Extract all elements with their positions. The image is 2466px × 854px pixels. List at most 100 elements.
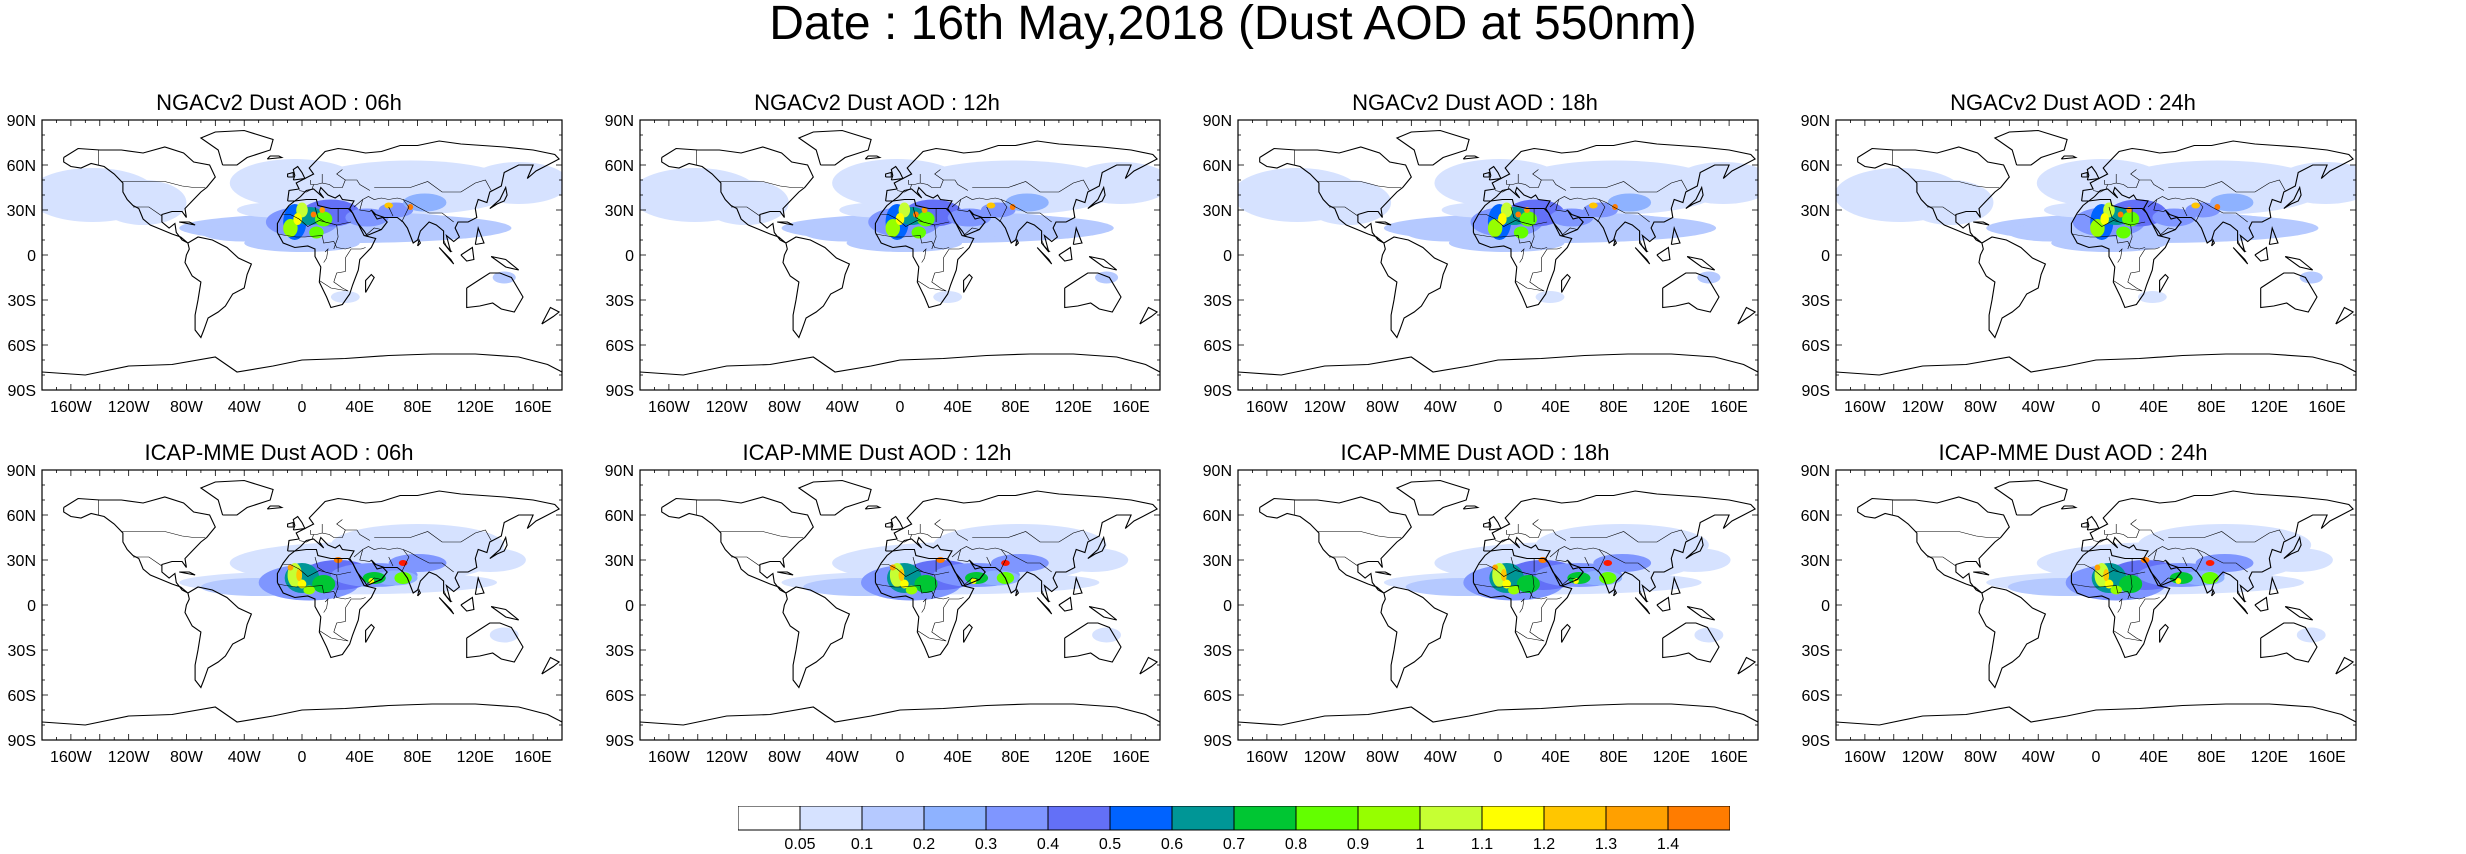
coastline	[2335, 306, 2355, 325]
country-border	[2115, 519, 2140, 538]
dust-aod-region	[2051, 234, 2167, 252]
country-border	[2117, 248, 2123, 263]
latitude-label: 60N	[1801, 158, 1830, 175]
country-border	[2237, 239, 2247, 253]
longitude-label: 160W	[50, 749, 93, 766]
coastline	[2268, 225, 2279, 246]
coastline	[1993, 479, 2068, 516]
longitude-label: 0	[1494, 399, 1503, 416]
coastline	[1737, 306, 1757, 325]
coastline	[2254, 246, 2269, 262]
latitude-label: 90N	[605, 463, 634, 480]
dust-aod-region	[965, 572, 989, 584]
coastline	[890, 165, 904, 181]
longitude-label: 160E	[2308, 399, 2345, 416]
coastline	[1139, 656, 1159, 675]
coastline	[1973, 571, 1990, 576]
dust-aod-region	[2117, 211, 2124, 218]
dust-aod-region	[2122, 211, 2140, 227]
coastline	[489, 185, 508, 209]
colorbar-swatch	[1233, 806, 1297, 831]
latitude-label: 30S	[1204, 643, 1232, 660]
country-border	[2093, 184, 2108, 193]
coastline	[1036, 597, 1053, 615]
coastline	[1462, 505, 1480, 510]
colorbar-label: 0.7	[1223, 836, 1245, 850]
longitude-label: 160W	[1246, 399, 1289, 416]
coastline	[438, 597, 455, 615]
dust-aod-region	[2205, 560, 2215, 566]
country-border	[2117, 598, 2123, 613]
latitude-label: 30N	[605, 203, 634, 220]
country-border	[1515, 258, 1545, 292]
dust-aod-region	[403, 193, 447, 212]
country-border	[731, 206, 761, 217]
coastline	[777, 221, 794, 226]
dust-aod-region	[1500, 569, 1507, 581]
dust-aod-region	[303, 585, 315, 595]
coastline	[1259, 146, 1412, 244]
dust-aod-region	[1694, 627, 1724, 643]
longitude-label: 0	[298, 749, 307, 766]
dust-aod-region	[2260, 548, 2333, 572]
country-border	[401, 549, 410, 573]
coastline	[1472, 198, 1573, 309]
country-border	[1329, 206, 1359, 217]
latitude-label: 60N	[1203, 508, 1232, 525]
country-border	[917, 608, 947, 642]
country-border	[1584, 206, 1590, 217]
coastline	[42, 353, 562, 376]
coastline	[1087, 535, 1106, 559]
latitude-label: 30N	[7, 203, 36, 220]
latitude-label: 90S	[1802, 733, 1830, 750]
dust-aod-region	[468, 162, 562, 204]
longitude-label: 160W	[648, 749, 691, 766]
country-border	[2071, 233, 2146, 250]
country-border	[2147, 196, 2248, 223]
colorbar-swatch	[1419, 806, 1483, 831]
map-panel: NGACv2 Dust AOD : 06h 160W 120W 80W 40W 0 40E 8…	[0, 88, 564, 416]
coastline	[1634, 247, 1651, 265]
coastline	[541, 306, 561, 325]
dust-aod-region	[319, 207, 326, 213]
longitude-label: 40W	[1424, 399, 1458, 416]
country-border	[919, 519, 944, 538]
coastline	[777, 571, 794, 576]
country-border	[943, 179, 969, 191]
coastline	[266, 505, 284, 510]
colorbar-swatch	[1357, 806, 1421, 831]
dust-aod-region	[895, 213, 905, 225]
latitude-label: 0	[1223, 598, 1232, 615]
coastline	[276, 548, 377, 659]
coastline	[1483, 490, 1757, 603]
country-border	[921, 248, 927, 263]
longitude-label: 0	[1494, 749, 1503, 766]
coastline	[1015, 238, 1020, 247]
coastline	[2159, 273, 2169, 293]
dust-aod-region	[2116, 226, 2131, 239]
longitude-label: 80W	[1964, 399, 1998, 416]
coastline	[1613, 588, 1618, 597]
coastline	[2081, 490, 2355, 603]
longitude-label: 160E	[1112, 399, 1149, 416]
latitude-label: 60S	[1204, 688, 1232, 705]
country-border	[943, 529, 969, 541]
latitude-label: 30S	[1204, 293, 1232, 310]
dust-aod-region	[921, 207, 928, 213]
map-panel: ICAP-MME Dust AOD : 24h 160W 120W 80W 40W 0 40…	[1788, 438, 2358, 766]
country-border	[353, 546, 454, 573]
country-border	[345, 247, 366, 259]
country-border	[2115, 169, 2140, 188]
coastline	[1395, 129, 1470, 166]
coastline	[438, 247, 455, 265]
latitude-label: 60N	[7, 508, 36, 525]
dust-aod-region	[2296, 627, 2326, 643]
country-border	[283, 214, 339, 250]
longitude-label: 40E	[2140, 399, 2168, 416]
country-border	[314, 556, 352, 576]
coastline	[1670, 575, 1681, 596]
dust-aod-region	[1516, 575, 1540, 593]
coastline	[661, 496, 814, 594]
dust-aod-region	[1487, 219, 1503, 237]
coastline	[1064, 272, 1122, 313]
